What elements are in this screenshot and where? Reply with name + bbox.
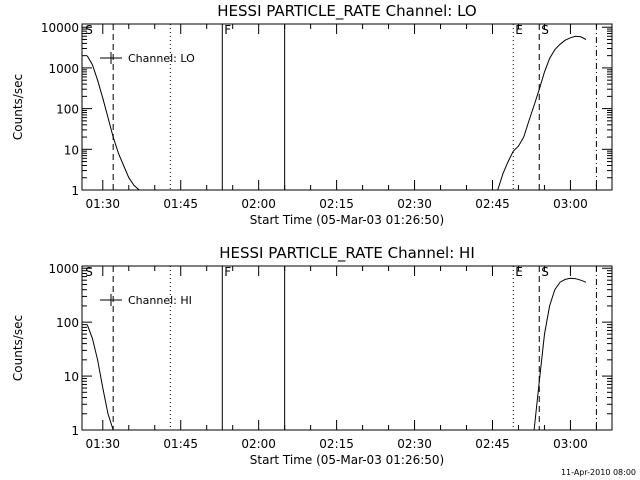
event-marker-label: F: [224, 265, 231, 279]
plot-frame: [81, 265, 613, 431]
legend: Channel: HI: [100, 294, 192, 307]
y-ticks: 1 10 100 1000: [48, 262, 612, 438]
plot-frame: [81, 23, 613, 191]
x-tick-label: 01:30: [85, 197, 120, 211]
x-tick-label: 02:30: [397, 197, 432, 211]
x-tick-label: 02:00: [241, 197, 276, 211]
event-marker-label: S: [85, 23, 93, 37]
x-ticks: 01:30 01:45 02:00 02:15 02:30 02:45 03:00: [85, 266, 597, 451]
x-axis-label: Start Time (05-Mar-03 01:26:50): [250, 453, 444, 467]
chart-panel-lo: HESSI PARTICLE_RATE Channel: LO Start Ti…: [11, 2, 613, 227]
x-axis-label: Start Time (05-Mar-03 01:26:50): [250, 213, 444, 227]
y-tick-label: 10: [64, 143, 79, 157]
x-tick-label: 02:15: [319, 197, 354, 211]
event-marker-label: F: [224, 23, 231, 37]
series-line: [86, 55, 140, 191]
event-marker-label: S: [541, 265, 549, 279]
x-tick-label: 02:30: [397, 437, 432, 451]
series-line: [497, 35, 587, 191]
legend-label: Channel: LO: [128, 52, 195, 65]
y-tick-label: 100: [56, 103, 79, 117]
x-tick-label: 01:30: [85, 437, 120, 451]
chart-title: HESSI PARTICLE_RATE Channel: HI: [219, 244, 475, 263]
x-tick-label: 02:45: [475, 197, 510, 211]
chart-title: HESSI PARTICLE_RATE Channel: LO: [217, 2, 476, 21]
data-lines: [86, 35, 587, 191]
event-marker-label: S: [85, 265, 93, 279]
x-tick-label: 02:00: [241, 437, 276, 451]
event-marker-label: E: [515, 23, 523, 37]
x-tick-label: 01:45: [163, 197, 198, 211]
series-line: [533, 277, 587, 431]
data-lines: [86, 277, 587, 431]
series-line: [86, 324, 114, 431]
x-ticks: 01:30 01:45 02:00 02:15 02:30 02:45 03:00: [85, 24, 597, 211]
legend-label: Channel: HI: [128, 294, 192, 307]
y-ticks: 1 10 100 1000 10000: [41, 21, 612, 198]
y-tick-label: 1: [71, 184, 79, 198]
y-tick-label: 1000: [48, 262, 79, 276]
y-axis-label: Counts/sec: [11, 315, 25, 381]
event-marker-label: E: [515, 265, 523, 279]
chart-panel-hi: HESSI PARTICLE_RATE Channel: HI Start Ti…: [11, 244, 613, 467]
y-axis-label: Counts/sec: [11, 74, 25, 140]
x-tick-label: 03:00: [553, 437, 588, 451]
event-marker-label: S: [541, 23, 549, 37]
y-tick-label: 100: [56, 316, 79, 330]
y-tick-label: 1000: [48, 62, 79, 76]
x-tick-label: 03:00: [553, 197, 588, 211]
x-tick-label: 01:45: [163, 437, 198, 451]
timestamp-footer: 11-Apr-2010 08:00: [561, 468, 636, 477]
x-tick-label: 02:45: [475, 437, 510, 451]
legend: Channel: LO: [100, 52, 195, 65]
y-tick-label: 1: [71, 424, 79, 438]
y-tick-label: 10: [64, 370, 79, 384]
y-tick-label: 10000: [41, 21, 79, 35]
x-tick-label: 02:15: [319, 437, 354, 451]
